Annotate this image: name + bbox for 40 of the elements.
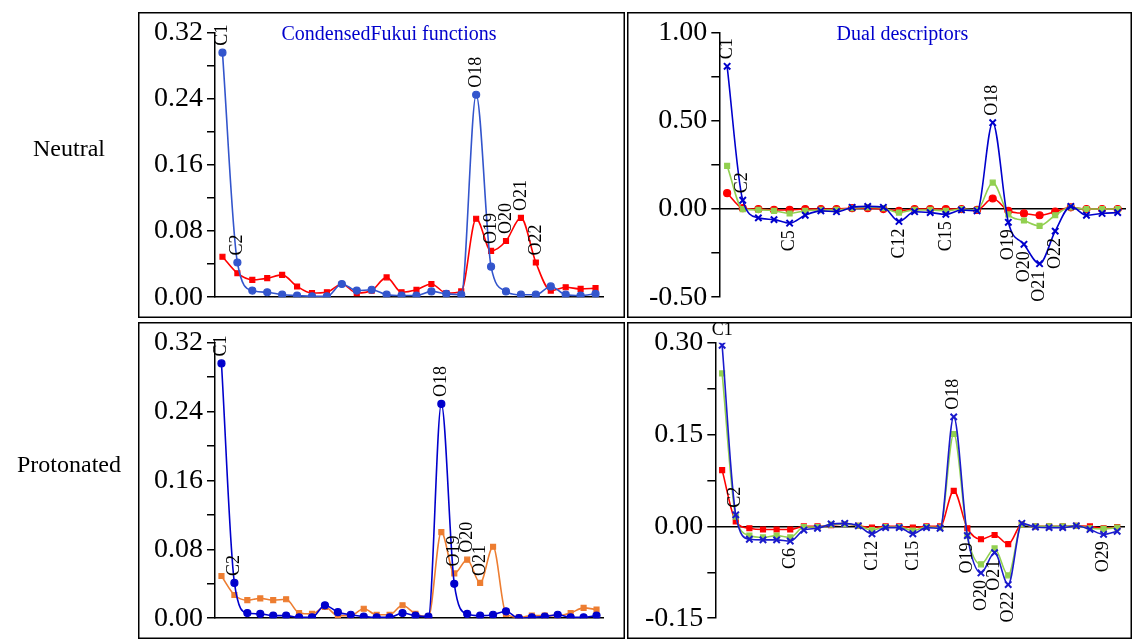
category-label: C2 [731,172,752,194]
y-tick-label: 1.00 [658,15,708,47]
y-tick-label: 0.08 [154,531,203,563]
category-label: O22 [996,591,1017,623]
category-label: C2 [226,234,247,256]
category-label: O22 [1043,238,1064,270]
y-tick-label: 0.16 [154,147,203,179]
y-tick-label: 0.15 [654,416,704,448]
y-tick-label: -0.15 [645,600,704,632]
y-tick-label: 0.08 [154,213,203,245]
category-label: C6 [778,548,799,570]
y-tick-label: 0.30 [654,325,704,357]
y-tick-label: 0.00 [154,279,203,311]
y-axis-title: Neutral [33,135,106,162]
y-tick-label: 0.32 [154,15,203,47]
category-label: C12 [887,228,908,259]
chart-title: Dual descriptors [836,22,969,46]
chart-title: CondensedFukui functions [281,22,497,45]
y-axis-title: Protonated [17,450,121,477]
category-label: O18 [464,56,485,88]
x-tick-label: C2 [223,554,244,576]
category-label: C5 [778,230,799,252]
y-tick-label: 0.00 [654,508,704,540]
y-tick-label: 0.50 [658,103,708,135]
y-tick-label: -0.50 [649,279,708,311]
y-tick-label: 0.16 [154,462,203,494]
y-tick-label: 0.00 [154,600,203,632]
category-label: O21 [1028,270,1049,302]
category-label: C12 [860,540,881,571]
category-label: C15 [934,221,955,252]
category-label: C2 [724,486,745,508]
y-tick-label: 0.24 [154,394,203,426]
y-tick-label: 0.32 [154,325,203,357]
y-tick-label: 0.00 [658,191,708,223]
category-label: C15 [901,540,922,571]
y-tick-label: 0.24 [154,81,203,113]
category-label: O29 [1092,541,1113,573]
category-label: O18 [942,378,963,410]
category-label: O18 [981,84,1002,116]
category-label: O22 [524,224,545,256]
